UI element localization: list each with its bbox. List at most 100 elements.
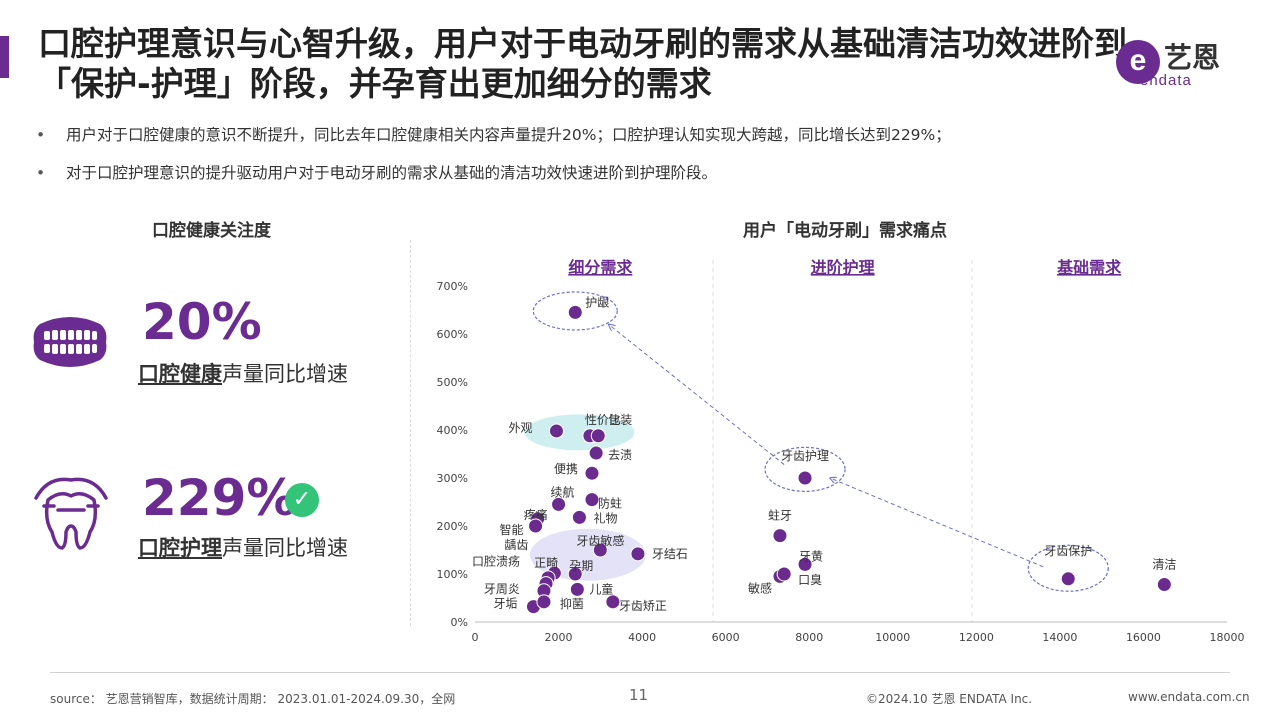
- y-tick-label: 0%: [451, 616, 468, 629]
- point-label: 外观: [508, 421, 532, 435]
- point-label: 智能: [500, 522, 524, 537]
- point-label: 礼物: [593, 510, 617, 525]
- summary-bullets: 用户对于口腔健康的意识不断提升，同比去年口腔健康相关内容声量提升20%；口腔护理…: [36, 126, 1236, 202]
- health-growth-label: 口腔健康声量同比增速: [138, 358, 348, 388]
- trend-arrow: [830, 478, 1044, 568]
- scatter-point: [584, 465, 600, 481]
- scatter-point: [567, 566, 583, 582]
- x-tick-label: 2000: [545, 631, 573, 644]
- trend-arrow: [609, 324, 785, 465]
- cluster-blob-teal: [524, 414, 635, 451]
- endata-logo[interactable]: e 艺恩 endata: [1116, 36, 1246, 92]
- point-label: 抑菌: [560, 596, 584, 611]
- y-tick-label: 200%: [437, 520, 468, 533]
- section-header: 细分需求: [568, 258, 633, 277]
- point-label: 便携: [554, 461, 578, 476]
- point-label: 牙黄: [799, 549, 823, 563]
- footer-source: source： 艺恩营销智库，数据统计周期： 2023.01.01-2024.0…: [50, 692, 456, 706]
- scatter-point: [1156, 577, 1172, 593]
- point-label: 敏感: [748, 580, 772, 595]
- y-tick-label: 300%: [437, 472, 468, 485]
- point-label: 牙周炎: [484, 582, 520, 596]
- x-tick-label: 6000: [712, 631, 740, 644]
- chart-title: 用户「电动牙刷」需求痛点: [743, 221, 947, 241]
- scatter-point: [567, 304, 583, 320]
- scatter-point: [797, 556, 813, 572]
- point-label: 清洁: [1152, 558, 1176, 572]
- x-tick-label: 14000: [1042, 631, 1077, 644]
- point-label: 去渍: [608, 448, 632, 462]
- footer-website[interactable]: www.endata.com.cn: [1128, 690, 1250, 704]
- scatter-point: [797, 470, 813, 486]
- point-label: 牙齿保护: [1044, 544, 1092, 558]
- point-label: 护龈: [585, 295, 609, 309]
- point-label: 牙结石: [652, 547, 688, 561]
- scatter-point: [528, 518, 544, 534]
- scatter-point: [551, 496, 567, 512]
- highlight-ellipse-protect: [1027, 544, 1109, 592]
- scatter-point: [776, 566, 792, 582]
- footer-divider: [50, 672, 1230, 673]
- scatter-point: [569, 581, 585, 597]
- point-label: 续航: [551, 484, 575, 499]
- scatter-point: [571, 509, 587, 525]
- health-growth-label-em: 口腔健康: [138, 362, 222, 386]
- scatter-point: [605, 594, 621, 610]
- point-label: 牙齿敏感: [576, 533, 624, 548]
- teeth-icon: [33, 317, 107, 367]
- y-tick-label: 100%: [437, 568, 468, 581]
- health-growth-label-rest: 声量同比增速: [222, 362, 348, 386]
- point-label: 性价比: [585, 413, 621, 427]
- scatter-point: [548, 423, 564, 439]
- point-label: 蛀牙: [768, 509, 792, 523]
- care-growth-label-em: 口腔护理: [138, 536, 222, 560]
- page-number: 11: [629, 686, 649, 704]
- x-tick-label: 0: [472, 631, 479, 644]
- point-label: 牙齿矫正: [619, 598, 667, 613]
- point-label: 口臭: [798, 572, 822, 587]
- point-label: 龋齿: [504, 537, 528, 552]
- logo-en-text: endata: [1140, 72, 1192, 89]
- tooth-care-icon: [34, 477, 108, 550]
- scatter-point: [630, 546, 646, 562]
- title-accent-bar: [0, 36, 9, 78]
- care-growth-value: 229%: [142, 469, 297, 527]
- scatter-point: [536, 594, 552, 610]
- x-tick-label: 8000: [795, 631, 823, 644]
- scatter-point: [592, 542, 608, 558]
- panel-divider: [410, 240, 411, 626]
- x-tick-label: 12000: [959, 631, 994, 644]
- point-label: 正畸: [534, 556, 558, 570]
- demand-scatter-chart: 细分需求 进阶护理 基础需求 0 2000 4000 6000 8000 10000 12000 1…: [437, 258, 1245, 644]
- y-tick-label: 400%: [437, 424, 468, 437]
- logo-cn-text: 艺恩: [1164, 41, 1221, 74]
- care-growth-label: 口腔护理声量同比增速: [138, 532, 348, 562]
- point-label: 防蛀: [598, 496, 622, 511]
- scatter-point: [588, 445, 604, 461]
- section-header: 基础需求: [1056, 258, 1122, 277]
- point-label: 孕期: [569, 559, 593, 573]
- scatter-point: [772, 528, 788, 544]
- scatter-point: [590, 428, 606, 444]
- care-growth-label-rest: 声量同比增速: [222, 536, 348, 560]
- bullet-item: 用户对于口腔健康的意识不断提升，同比去年口腔健康相关内容声量提升20%；口腔护理…: [36, 126, 1236, 145]
- point-label: 口腔溃疡: [472, 554, 520, 569]
- y-tick-label: 700%: [437, 280, 468, 293]
- point-label: 包装: [608, 413, 632, 427]
- x-tick-label: 18000: [1210, 631, 1245, 644]
- x-tick-label: 16000: [1126, 631, 1161, 644]
- section-header: 进阶护理: [811, 258, 875, 277]
- bullet-item: 对于口腔护理意识的提升驱动用户对于电动牙刷的需求从基础的清洁功效快速进阶到护理阶…: [36, 164, 1236, 183]
- x-tick-label: 10000: [875, 631, 910, 644]
- y-tick-label: 500%: [437, 376, 468, 389]
- point-label: 牙齿护理: [781, 449, 829, 463]
- page-title: 口腔护理意识与心智升级，用户对于电动牙刷的需求从基础清洁功效进阶到「保护-护理」…: [38, 24, 1127, 103]
- point-label: 牙垢: [493, 597, 517, 611]
- health-growth-value: 20%: [142, 293, 262, 351]
- scatter-point: [584, 492, 600, 508]
- x-tick-label: 4000: [628, 631, 656, 644]
- logo-mark: e: [1116, 40, 1160, 84]
- footer-copyright: ©2024.10 艺恩 ENDATA Inc.: [866, 692, 1033, 706]
- scatter-point: [1060, 571, 1076, 587]
- point-label: 儿童: [589, 581, 613, 596]
